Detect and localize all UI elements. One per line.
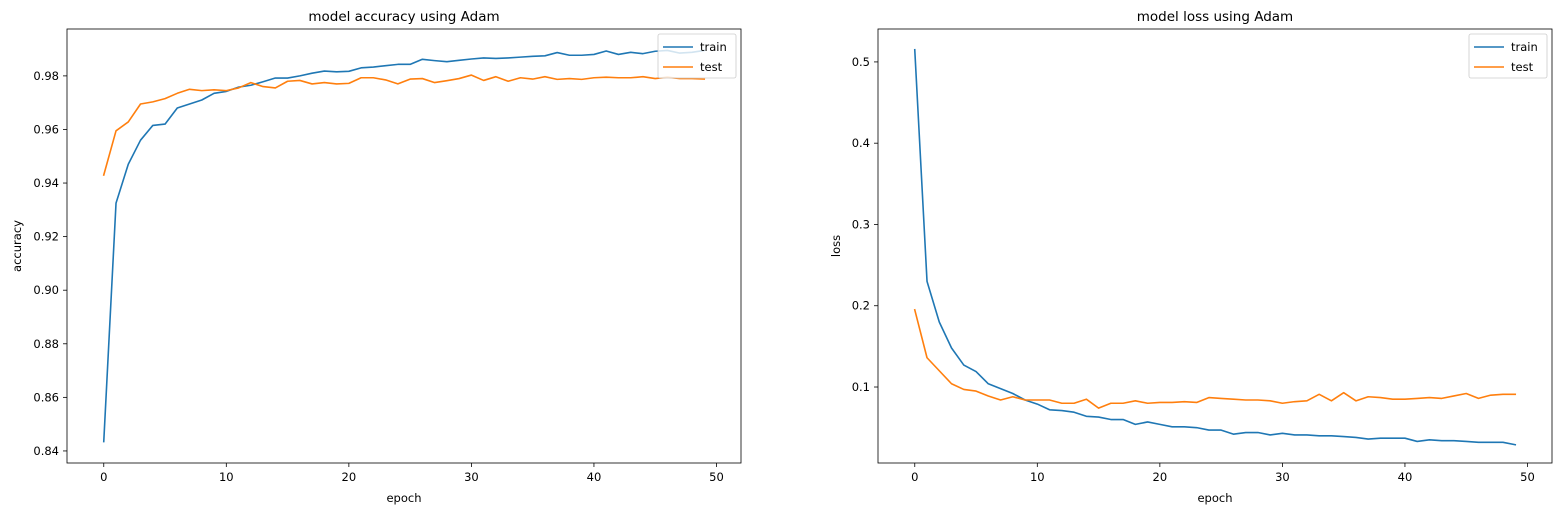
loss-y-tick-label: 0.3 bbox=[852, 217, 870, 231]
accuracy-y-tick-label: 0.94 bbox=[33, 176, 59, 190]
accuracy-y-tick-label: 0.96 bbox=[33, 122, 59, 136]
loss-x-tick-label: 20 bbox=[1153, 470, 1168, 484]
accuracy-x-tick-label: 40 bbox=[587, 470, 602, 484]
loss-y-tick-label: 0.1 bbox=[852, 380, 870, 394]
accuracy-y-axis-label: accuracy bbox=[10, 220, 24, 272]
loss-y-axis-label: loss bbox=[829, 235, 843, 257]
loss-legend-train-label: train bbox=[1511, 40, 1538, 54]
loss-series-train-line bbox=[913, 48, 1517, 446]
loss-y-tick-label: 0.2 bbox=[852, 299, 870, 313]
accuracy-y-tick-label: 0.84 bbox=[33, 444, 59, 458]
accuracy-legend-train-label: train bbox=[700, 40, 727, 54]
accuracy-x-tick-label: 30 bbox=[464, 470, 479, 484]
accuracy-x-tick-label: 0 bbox=[100, 470, 107, 484]
accuracy-y-tick-label: 0.90 bbox=[33, 283, 59, 297]
loss-x-tick-label: 50 bbox=[1520, 470, 1535, 484]
loss-x-tick-label: 10 bbox=[1030, 470, 1045, 484]
accuracy-plot-area bbox=[67, 29, 741, 463]
loss-y-tick-label: 0.4 bbox=[852, 136, 870, 150]
loss-legend: train test bbox=[1468, 33, 1548, 79]
accuracy-y-tick-label: 0.98 bbox=[33, 69, 59, 83]
loss-chart: 0 10 20 30 40 50 0.1 0.2 0.3 0.4 0.5 model loss us… bbox=[829, 9, 1553, 505]
loss-chart-title: model loss using Adam bbox=[1137, 9, 1293, 25]
loss-x-tick-label: 30 bbox=[1275, 470, 1290, 484]
accuracy-plot-frame bbox=[66, 28, 742, 464]
accuracy-series-train-line bbox=[102, 49, 706, 443]
accuracy-chart: 0 10 20 30 40 50 0.84 0.86 0.88 0.90 0.92 0.94 0.96 0… bbox=[10, 9, 742, 505]
accuracy-legend-test-label: test bbox=[700, 60, 723, 74]
loss-legend-test-label: test bbox=[1511, 60, 1534, 74]
loss-x-axis-label: epoch bbox=[1197, 491, 1232, 505]
loss-x-tick-label: 40 bbox=[1398, 470, 1413, 484]
accuracy-x-axis-label: epoch bbox=[386, 491, 421, 505]
accuracy-y-tick-label: 0.92 bbox=[33, 230, 59, 244]
accuracy-x-tick-label: 10 bbox=[219, 470, 234, 484]
accuracy-chart-title: model accuracy using Adam bbox=[308, 9, 499, 25]
loss-y-tick-label: 0.5 bbox=[852, 55, 870, 69]
accuracy-x-tick-label: 50 bbox=[709, 470, 724, 484]
accuracy-x-tick-label: 20 bbox=[342, 470, 357, 484]
accuracy-y-tick-label: 0.88 bbox=[33, 337, 59, 351]
accuracy-legend: train test bbox=[657, 33, 737, 79]
loss-series-test-line bbox=[913, 308, 1517, 409]
loss-plot-frame bbox=[877, 28, 1553, 464]
loss-plot-area bbox=[878, 29, 1552, 463]
accuracy-y-tick-label: 0.86 bbox=[33, 390, 59, 404]
loss-x-tick-label: 0 bbox=[911, 470, 918, 484]
accuracy-series-test-line bbox=[102, 74, 706, 176]
